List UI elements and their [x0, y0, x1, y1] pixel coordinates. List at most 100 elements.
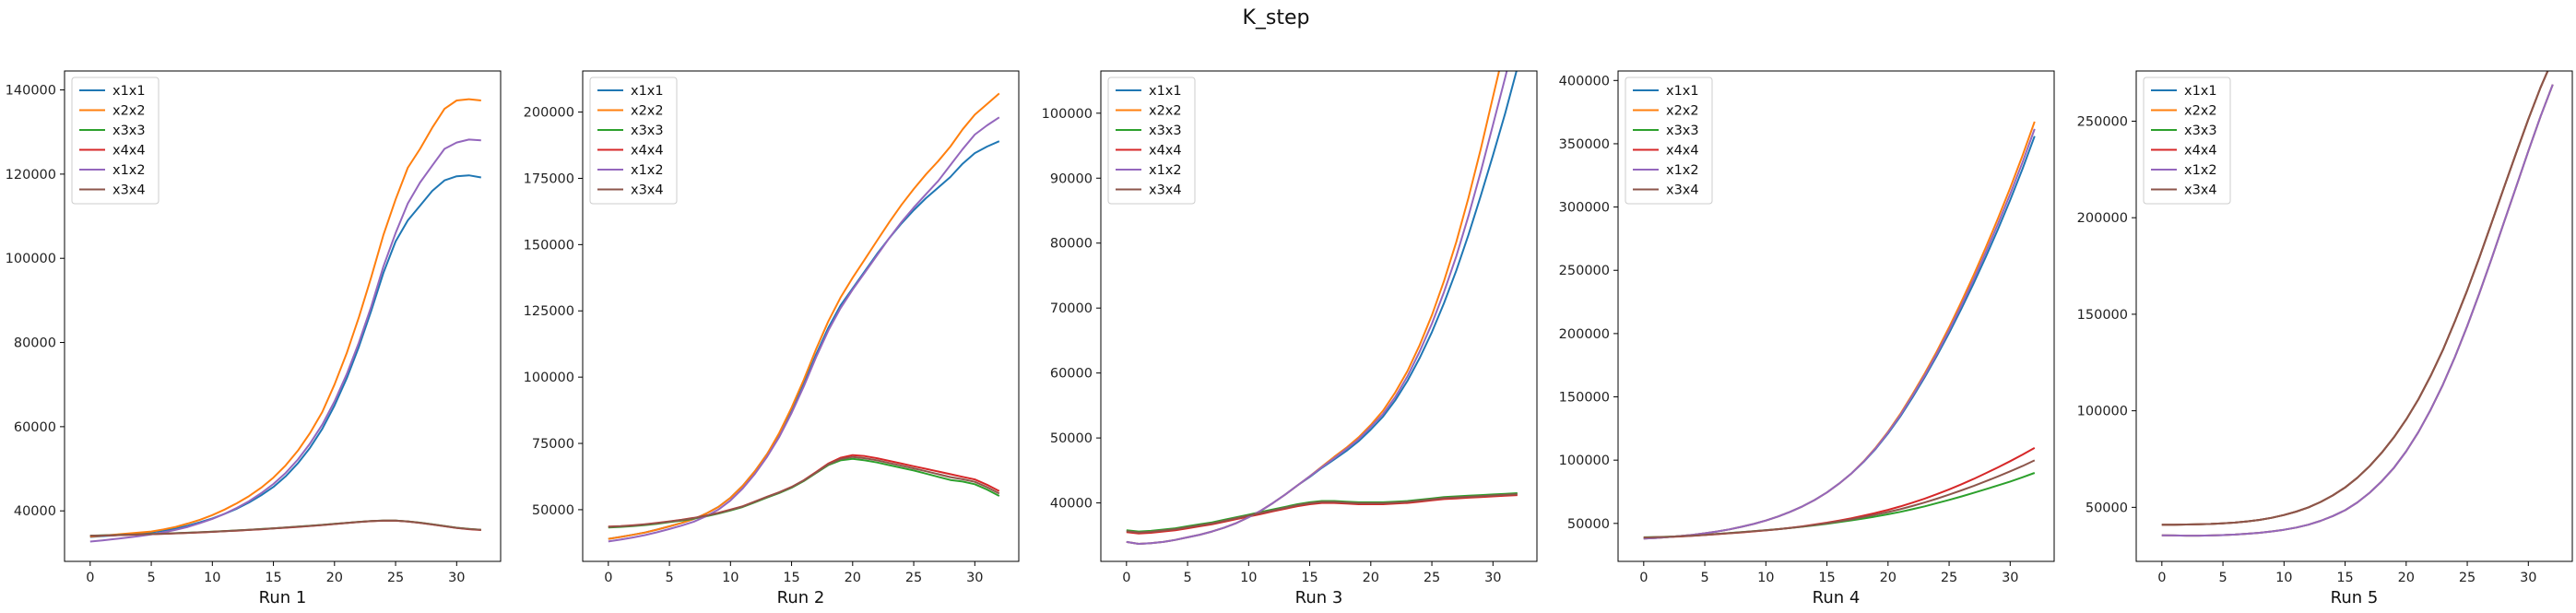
- x-tick-label: 15: [783, 571, 799, 585]
- y-tick-label: 100000: [1559, 454, 1610, 468]
- x-tick-label: 25: [387, 571, 404, 585]
- legend-entry: x1x1: [1666, 84, 1699, 99]
- legend-entry: x4x4: [1149, 144, 1182, 159]
- legend-entry: x2x2: [1149, 104, 1182, 119]
- legend-entry: x1x1: [2184, 84, 2217, 99]
- x-tick-label: 20: [326, 571, 343, 585]
- x-tick-label: 25: [905, 571, 922, 585]
- y-tick-label: 125000: [524, 304, 574, 319]
- legend-entry: x1x1: [112, 84, 146, 99]
- legend-entry: x3x3: [1666, 124, 1699, 138]
- legend-entry: x4x4: [2184, 144, 2217, 159]
- legend-box: [2143, 77, 2231, 205]
- y-tick-label: 400000: [1559, 74, 1610, 88]
- y-tick-label: 100000: [1042, 107, 1093, 122]
- legend: x1x1 x2x2 x3x3 x4x4 x1x2 x3x4: [589, 77, 678, 205]
- x-tick-label: 5: [2218, 571, 2227, 585]
- x-tick-label: 30: [2002, 571, 2018, 585]
- x-tick-label: 20: [2398, 571, 2415, 585]
- axes-frame: [64, 70, 502, 562]
- y-tick-label: 50000: [2086, 501, 2128, 515]
- legend-entry: x1x2: [1666, 163, 1699, 178]
- y-tick-label: 90000: [1050, 171, 1093, 186]
- x-tick-label: 15: [2336, 571, 2353, 585]
- series-line-x3x4: [89, 519, 481, 537]
- y-tick-label: 250000: [1559, 264, 1610, 278]
- series-line-x1x2: [1643, 128, 2036, 540]
- y-tick-label: 150000: [1559, 391, 1610, 406]
- legend: x1x1 x2x2 x3x3 x4x4 x1x2 x3x4: [2143, 77, 2231, 205]
- series-lines: [1126, 71, 1518, 545]
- legend-entry: x4x4: [112, 144, 146, 159]
- legend-entry: x3x3: [2184, 124, 2217, 138]
- series-lines: [2161, 71, 2554, 537]
- x-tick-label: 15: [1301, 571, 1318, 585]
- x-tick-label: 0: [1639, 571, 1648, 585]
- legend-entry: x1x1: [1149, 84, 1182, 99]
- series-lines: [89, 98, 481, 543]
- series-line-x2x2: [608, 92, 1000, 540]
- series-line-x1x2: [2161, 84, 2554, 537]
- subplot-4: 0 5 10 15 20 25 30 50000 100000 150000 200000 25000…: [1559, 70, 2055, 607]
- subplot-5: 0 5 10 15 20 25 30 50000 100000 150000 200000 25000…: [2077, 70, 2573, 607]
- y-tick-label: 300000: [1559, 201, 1610, 216]
- legend-entry: x3x3: [631, 124, 664, 138]
- x-tick-label: 25: [1424, 571, 1440, 585]
- x-tick-label: 5: [1700, 571, 1708, 585]
- x-tick-label: 30: [2520, 571, 2536, 585]
- legend-entry: x1x1: [631, 84, 664, 99]
- y-tick-label: 40000: [14, 504, 56, 519]
- x-axis-label: Run 3: [1295, 588, 1343, 607]
- x-axis-label: Run 4: [1813, 588, 1861, 607]
- x-tick-label: 30: [448, 571, 465, 585]
- x-tick-label: 25: [1941, 571, 1957, 585]
- x-tick-label: 5: [665, 571, 673, 585]
- y-tick-label: 50000: [1567, 517, 1610, 532]
- x-axis-label: Run 1: [259, 588, 307, 607]
- legend: x1x1 x2x2 x3x3 x4x4 x1x2 x3x4: [1107, 77, 1196, 205]
- x-tick-label: 0: [604, 571, 612, 585]
- series-line-x3x4: [1643, 459, 2036, 539]
- legend-box: [589, 77, 678, 205]
- x-tick-label: 10: [1240, 571, 1257, 585]
- series-lines: [608, 92, 1000, 543]
- series-line-x4x4: [1126, 494, 1518, 535]
- subplot-1: 0 5 10 15 20 25 30 40000 60000 80000 100000 120000 1…: [6, 70, 502, 607]
- series-line-x3x4: [608, 455, 1000, 528]
- y-tick-label: 140000: [6, 84, 56, 99]
- x-tick-label: 0: [86, 571, 94, 585]
- x-tick-label: 20: [845, 571, 861, 585]
- axes-frame: [582, 70, 1020, 562]
- y-tick-label: 175000: [524, 171, 574, 186]
- series-lines: [1643, 121, 2036, 540]
- x-axis-label: Run 2: [777, 588, 825, 607]
- legend-entry: x3x4: [1149, 183, 1182, 198]
- legend-entry: x4x4: [1666, 144, 1699, 159]
- axes-frame: [1100, 70, 1538, 562]
- x-tick-label: 10: [722, 571, 739, 585]
- x-tick-label: 20: [1880, 571, 1897, 585]
- legend-entry: x3x4: [1666, 183, 1699, 198]
- figure-title: K_step: [1242, 6, 1309, 29]
- legend-entry: x2x2: [112, 104, 146, 119]
- y-tick-label: 60000: [14, 420, 56, 435]
- x-tick-label: 30: [1484, 571, 1501, 585]
- y-tick-label: 80000: [14, 336, 56, 351]
- x-tick-label: 5: [1183, 571, 1191, 585]
- x-axis-label: Run 5: [2331, 588, 2379, 607]
- x-tick-label: 0: [1122, 571, 1130, 585]
- legend-entry: x2x2: [2184, 104, 2217, 119]
- y-tick-label: 200000: [1559, 327, 1610, 342]
- series-line-x4x4: [608, 454, 1000, 528]
- x-tick-label: 10: [1757, 571, 1774, 585]
- y-tick-label: 250000: [2077, 114, 2128, 129]
- series-line-x2x2: [89, 98, 481, 538]
- y-tick-label: 100000: [524, 371, 574, 385]
- x-tick-label: 10: [204, 571, 220, 585]
- series-line-x1x1: [89, 174, 481, 538]
- y-tick-label: 150000: [524, 238, 574, 253]
- series-line-x3x4: [2161, 71, 2549, 526]
- legend-entry: x1x2: [631, 163, 664, 178]
- y-tick-label: 100000: [6, 252, 56, 266]
- y-tick-label: 100000: [2077, 405, 2128, 419]
